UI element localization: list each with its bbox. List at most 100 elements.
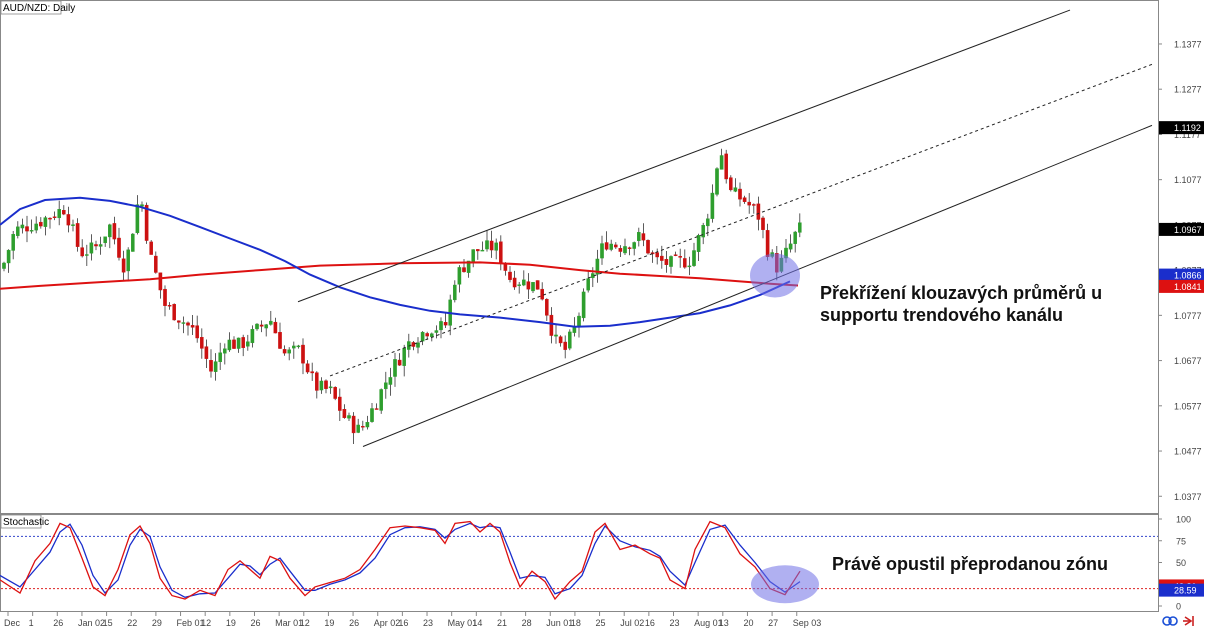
candle-bearish [646, 239, 650, 255]
candle-bearish [273, 317, 278, 334]
main-panel-frame [0, 0, 1159, 514]
channel-middle-line [329, 63, 1153, 377]
oversold-exit-highlight [751, 565, 819, 604]
y-tick-label: 1.1277 [1174, 85, 1202, 95]
candle-bearish [121, 250, 126, 281]
candle-bearish [75, 218, 80, 252]
candle-bearish [545, 298, 549, 321]
candle-bearish [549, 307, 554, 344]
candle-bullish [384, 371, 388, 399]
candle-bearish [80, 239, 84, 258]
candle-bearish [232, 336, 236, 349]
x-tick-label: 14 [472, 618, 482, 628]
stoch-annotation-line-1: Právě opustil přeprodanou zónu [832, 554, 1109, 574]
candle-bearish [742, 195, 747, 204]
scroll-end-icon[interactable] [1183, 616, 1194, 626]
candle-bearish [655, 248, 659, 265]
candle-bullish [135, 195, 140, 235]
x-tick-label: Sep 03 [793, 618, 822, 628]
candle-bearish [199, 328, 204, 359]
x-tick-label: 26 [53, 618, 63, 628]
candle-bearish [361, 420, 365, 431]
candle-bullish [264, 323, 269, 337]
candle-bullish [16, 221, 20, 239]
candle-bearish [278, 322, 282, 349]
candle-bullish [554, 324, 558, 344]
x-tick-label: 18 [571, 618, 581, 628]
candle-bullish [34, 216, 38, 234]
candle-bearish [476, 249, 480, 260]
candle-bearish [52, 211, 57, 221]
candle-bearish [443, 313, 448, 329]
candle-bullish [43, 215, 48, 236]
candle-bullish [480, 241, 485, 252]
x-tick-label: May 01 [448, 618, 478, 628]
candle-bullish [218, 342, 223, 370]
candle-bearish [66, 206, 71, 233]
y-tick-label: 1.0677 [1174, 356, 1202, 366]
candle-bullish [393, 352, 397, 387]
candle-bullish [29, 219, 34, 234]
stoch-y-tick-label: 0 [1176, 602, 1181, 612]
price-label: 28.59 [1159, 583, 1204, 597]
candle-bearish [186, 321, 190, 336]
candle-bearish [149, 240, 154, 255]
candle-bullish [692, 242, 696, 267]
candle-bullish [11, 231, 16, 260]
candle-bearish [204, 339, 209, 369]
link-icon[interactable] [1162, 616, 1178, 626]
x-tick-label: 12 [201, 618, 211, 628]
candle-bearish [324, 379, 328, 394]
ma-fast-line [0, 196, 791, 328]
candle-bullish [20, 218, 25, 234]
candle-bullish [319, 377, 324, 394]
candle-bullish [365, 415, 370, 430]
y-tick-label: 1.0377 [1174, 492, 1202, 502]
x-tick-label: 27 [768, 618, 778, 628]
candle-bearish [411, 341, 416, 351]
x-tick-label: 15 [103, 618, 113, 628]
x-tick-label: 26 [250, 618, 260, 628]
candle-bullish [347, 412, 351, 422]
candle-bearish [526, 273, 531, 299]
candle-bearish [112, 216, 117, 245]
candle-bearish [62, 205, 66, 216]
candle-bullish [595, 249, 600, 283]
x-tick-label: 16 [645, 618, 655, 628]
candle-bullish [236, 337, 241, 353]
stoch-title: Stochastic [3, 517, 49, 528]
candle-bullish [328, 380, 333, 394]
candle-bearish [39, 217, 43, 229]
candle-bearish [172, 303, 177, 321]
candle-bearish [678, 248, 682, 268]
candle-bullish [416, 337, 420, 354]
candle-bearish [333, 386, 338, 401]
candle-bullish [126, 247, 130, 281]
candle-bullish [701, 222, 705, 245]
candle-bullish [609, 239, 613, 252]
candle-bearish [282, 345, 287, 356]
candle-bearish [673, 251, 678, 257]
candle-bearish [604, 231, 609, 251]
x-tick-label: 13 [719, 618, 729, 628]
candle-bullish [715, 167, 719, 197]
candle-bearish [508, 266, 512, 283]
candle-bearish [747, 193, 751, 214]
candle-bearish [397, 353, 402, 366]
candle-bullish [98, 236, 103, 255]
candle-bullish [107, 223, 112, 249]
candle-bullish [687, 256, 692, 276]
crossover-annotation-line-2: supportu trendového kanálu [820, 305, 1064, 325]
x-tick-label: Aug 01 [694, 618, 723, 628]
candle-bullish [213, 353, 218, 381]
candle-bearish [190, 315, 195, 336]
candle-bullish [600, 235, 604, 265]
candle-bullish [434, 325, 439, 339]
x-tick-label: 16 [398, 618, 408, 628]
candle-bullish [669, 255, 673, 274]
candle-bullish [485, 230, 489, 252]
x-tick-label: 29 [152, 618, 162, 628]
candle-bearish [512, 270, 517, 290]
x-tick-label: 12 [300, 618, 310, 628]
